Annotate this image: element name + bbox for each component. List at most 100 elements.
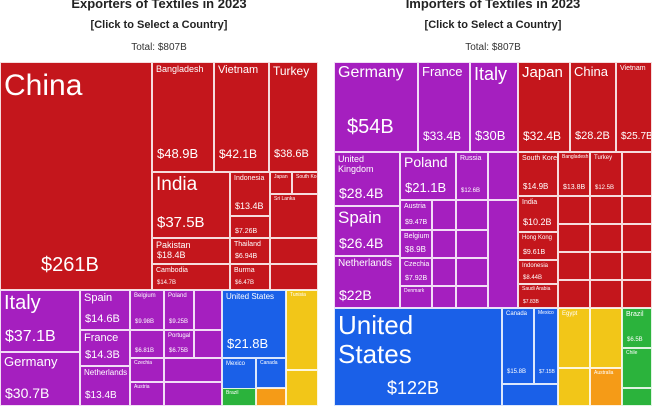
exporters-tile-7-26b[interactable]: $7.26B [230,216,270,238]
importers-tile-saudi-arabia[interactable]: Saudi Arabia $7.83B [518,284,558,308]
exporters-tile-turkey[interactable]: Turkey $38.6B [269,62,318,172]
importers-minor-tile[interactable] [456,258,488,286]
importers-minor-tile[interactable] [590,280,622,308]
importers-minor-tile[interactable] [590,252,622,280]
importers-minor-tile[interactable] [622,224,652,252]
importers-minor-tile[interactable] [432,286,456,308]
exporters-minor-tile[interactable] [194,290,222,330]
importers-minor-tile[interactable] [558,252,590,280]
importers-minor-tile[interactable] [622,196,652,224]
importers-minor-tile[interactable] [456,230,488,258]
importers-tile-chile[interactable]: Chile [622,348,652,388]
importers-minor-tile[interactable] [558,368,590,406]
exporters-tile-austria[interactable]: Austria [130,382,164,406]
exporters-minor-tile[interactable] [164,358,222,382]
importers-tile-belgium[interactable]: Belgium $8.9B [400,230,432,258]
importers-tile-india[interactable]: India $10.2B [518,196,558,232]
exporters-tile-canada[interactable]: Canada [256,358,286,388]
exporters-tile-china[interactable]: China $261B [0,62,152,290]
exporters-tile-value: $261B [41,254,99,276]
importers-tile-united-states[interactable]: United States $122B [334,308,502,406]
exporters-minor-tile[interactable] [256,388,286,406]
exporters-tile-netherlands[interactable]: Netherlands $13.4B [80,366,130,406]
exporters-title: Exporters of Textiles in 2023 [71,0,247,11]
importers-tile-egypt[interactable]: Egypt [558,308,590,368]
importers-minor-tile[interactable] [502,384,558,406]
importers-tile-poland[interactable]: Poland $21.1B [400,152,456,200]
exporters-minor-tile[interactable] [194,330,222,358]
importers-tile-france[interactable]: France $33.4B [418,62,470,152]
importers-minor-tile[interactable] [558,196,590,224]
importers-title: Importers of Textiles in 2023 [405,0,581,11]
importers-minor-tile[interactable] [590,224,622,252]
importers-minor-tile[interactable] [432,258,456,286]
importers-tile-spain[interactable]: Spain $26.4B [334,206,400,256]
importers-minor-tile[interactable] [488,200,518,308]
exporters-tile-germany[interactable]: Germany $30.7B [0,352,80,406]
exporters-tile-india[interactable]: India $37.5B [152,172,230,238]
importers-minor-tile[interactable] [456,200,488,230]
importers-tile-united-kingdom[interactable]: United Kingdom $28.4B [334,152,400,206]
importers-tile-austria[interactable]: Austria $9.47B [400,200,432,230]
exporters-tile-spain[interactable]: Spain $14.6B [80,290,130,330]
importers-minor-tile[interactable] [622,252,652,280]
exporters-minor-tile[interactable] [164,382,222,406]
importers-minor-tile[interactable] [432,230,456,258]
importers-minor-tile[interactable] [488,152,518,200]
exporters-minor-tile[interactable] [270,238,318,264]
importers-tile-value: $22B [339,287,372,303]
importers-tile-south-korea[interactable]: South Korea $14.9B [518,152,558,196]
importers-tile-turkey[interactable]: Turkey $12.5B [590,152,622,196]
importers-minor-tile[interactable] [622,388,652,406]
exporters-tile-portugal[interactable]: Portugal $6.75B [164,330,194,358]
exporters-tile-south-korea[interactable]: South Korea [292,172,318,194]
exporters-tile-italy[interactable]: Italy $37.1B [0,290,80,352]
exporters-minor-tile[interactable] [286,370,318,406]
importers-select-country-link[interactable]: [Click to Select a Country] [424,19,562,31]
exporters-tile-poland[interactable]: Poland $9.25B [164,290,194,330]
exporters-minor-tile[interactable] [270,264,318,290]
importers-tile-germany[interactable]: Germany $54B [334,62,418,152]
exporters-tile-brazil[interactable]: Brazil [222,388,256,406]
importers-tile-hong-kong[interactable]: Hong Kong $9.61B [518,232,558,260]
exporters-tile-united-states[interactable]: United States $21.8B [222,290,286,358]
importers-minor-tile[interactable] [558,280,590,308]
importers-minor-tile[interactable] [622,152,652,196]
importers-tile-china[interactable]: China $28.2B [570,62,616,152]
importers-tile-brazil[interactable]: Brazil $6.5B [622,308,652,348]
importers-tile-japan[interactable]: Japan $32.4B [518,62,570,152]
importers-minor-tile[interactable] [558,224,590,252]
exporters-tile-tunisia[interactable]: Tunisia [286,290,318,370]
importers-tile-czechia[interactable]: Czechia $7.92B [400,258,432,286]
importers-tile-canada[interactable]: Canada $15.8B [502,308,534,384]
importers-tile-vietnam[interactable]: Vietnam $25.7B [616,62,652,152]
exporters-tile-sri-lanka[interactable]: Sri Lanka [270,194,318,238]
importers-tile-mexico[interactable]: Mexico $7.15B [534,308,558,384]
importers-tile-netherlands[interactable]: Netherlands $22B [334,256,400,308]
exporters-treemap: China $261B Bangladesh $48.9B Vietnam $42.1B T… [0,62,318,406]
exporters-tile-thailand[interactable]: Thailand $6.94B [230,238,270,264]
exporters-tile-6-81b[interactable]: $6.81B [130,330,164,358]
exporters-select-country-link[interactable]: [Click to Select a Country] [90,19,228,31]
exporters-tile-belgium[interactable]: Belgium $9.98B [130,290,164,330]
importers-minor-tile[interactable] [456,286,488,308]
exporters-tile-pakistan[interactable]: Pakistan $18.4B [152,238,230,264]
importers-tile-indonesia[interactable]: Indonesia $8.44B [518,260,558,284]
importers-minor-tile[interactable] [432,200,456,230]
exporters-tile-czechia[interactable]: Czechia [130,358,164,382]
importers-tile-australia[interactable]: Australia [590,368,622,406]
exporters-tile-france[interactable]: France $14.3B [80,330,130,366]
exporters-tile-japan[interactable]: Japan [270,172,292,194]
importers-tile-denmark[interactable]: Denmark [400,286,432,308]
importers-tile-bangladesh[interactable]: Bangladesh $13.8B [558,152,590,196]
importers-minor-tile[interactable] [590,196,622,224]
importers-minor-tile[interactable] [590,308,622,368]
exporters-tile-vietnam[interactable]: Vietnam $42.1B [214,62,269,172]
importers-tile-russia[interactable]: Russia $12.6B [456,152,488,200]
exporters-tile-cambodia[interactable]: Cambodia $14.7B [152,264,230,290]
importers-minor-tile[interactable] [622,280,652,308]
exporters-tile-indonesia[interactable]: Indonesia $13.4B [230,172,270,216]
exporters-tile-burma[interactable]: Burma $6.47B [230,264,270,290]
exporters-tile-bangladesh[interactable]: Bangladesh $48.9B [152,62,214,172]
importers-tile-italy[interactable]: Italy $30B [470,62,518,152]
